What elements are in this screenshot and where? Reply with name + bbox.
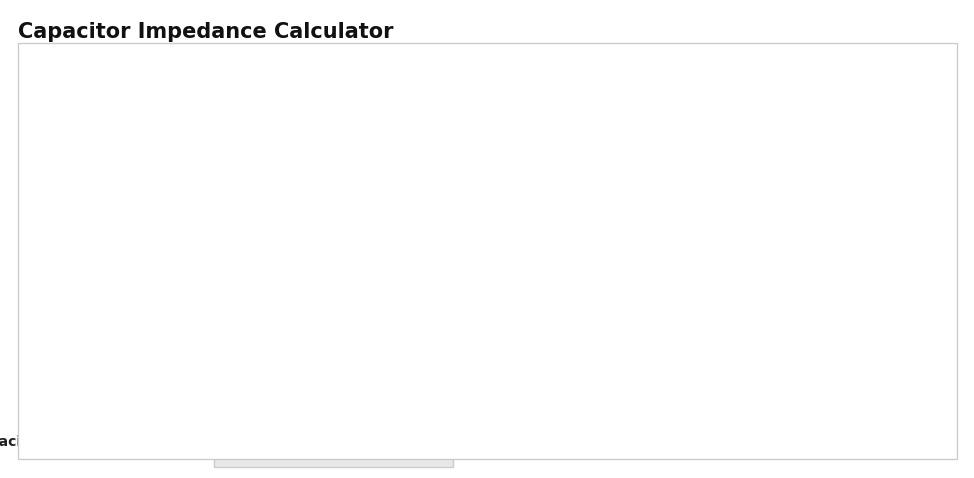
FancyBboxPatch shape xyxy=(141,241,380,287)
Text: Inputs: Inputs xyxy=(34,52,89,67)
Text: Capacitor Impedance: Capacitor Impedance xyxy=(0,435,134,449)
Text: Output: Output xyxy=(37,396,97,412)
FancyBboxPatch shape xyxy=(32,320,183,368)
Text: Capacitance: Capacitance xyxy=(39,158,134,172)
Text: Hz: Hz xyxy=(410,258,427,271)
Text: Ω: Ω xyxy=(469,433,482,451)
Text: Enter Frequency: Enter Frequency xyxy=(154,258,263,271)
FancyBboxPatch shape xyxy=(397,148,636,194)
FancyBboxPatch shape xyxy=(141,148,380,194)
Text: Calculate: Calculate xyxy=(72,337,143,352)
Text: Capacitor Impedance Calculator: Capacitor Impedance Calculator xyxy=(18,22,393,42)
Text: microfarad (μF): microfarad (μF) xyxy=(410,164,513,177)
Text: Enter Capacitance: Enter Capacitance xyxy=(154,164,277,177)
Text: Frequency: Frequency xyxy=(53,251,134,265)
FancyBboxPatch shape xyxy=(214,422,453,467)
FancyBboxPatch shape xyxy=(397,241,636,287)
